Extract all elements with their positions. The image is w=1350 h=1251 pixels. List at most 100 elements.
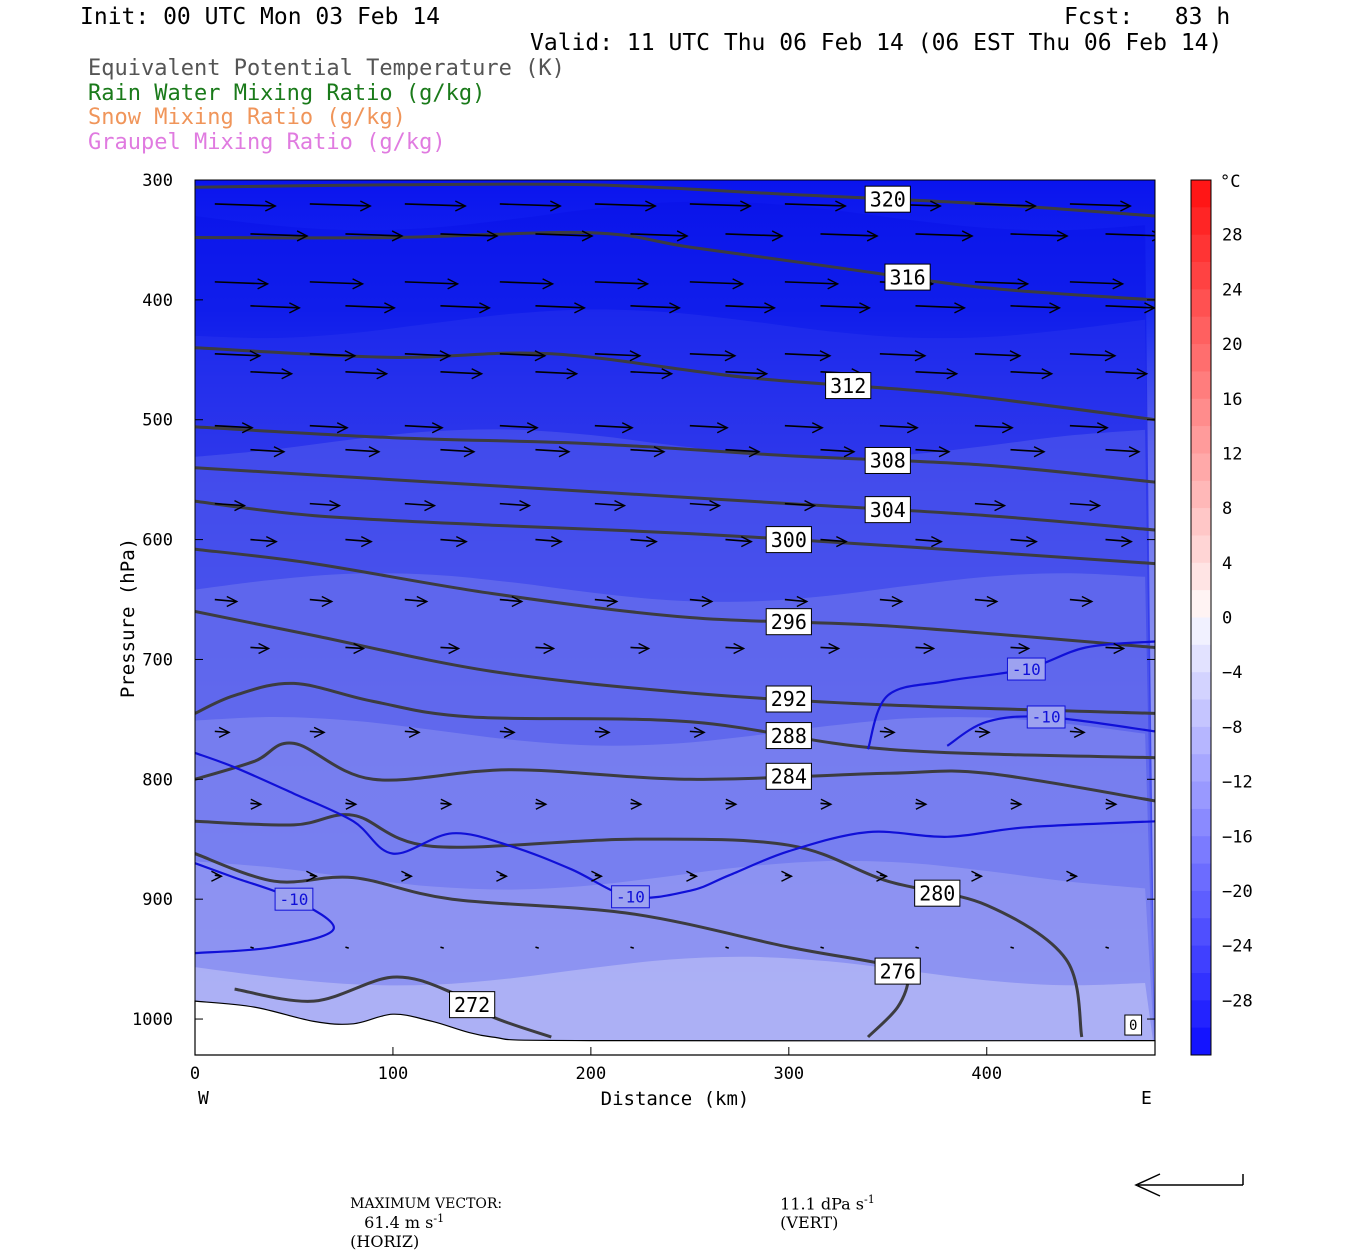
wind-vector-shaft <box>1105 448 1140 453</box>
wind-vector <box>974 422 1014 434</box>
wind-vector <box>915 946 920 949</box>
wind-vector-head <box>606 595 619 608</box>
wind-vector-shaft <box>535 538 562 543</box>
valid-time: Valid: 11 UTC Thu 06 Feb 14 (06 EST Thu … <box>530 30 1223 56</box>
wind-vector-shaft <box>784 424 823 429</box>
wind-vector-head <box>811 422 824 434</box>
wind-vector-shaft <box>499 502 530 507</box>
wind-vector <box>594 278 650 290</box>
temperature-label-2-text: -10 <box>1012 660 1041 679</box>
colorbar-label: −8 <box>1222 718 1242 738</box>
wind-vector-head <box>954 302 967 314</box>
wind-vector <box>630 798 643 810</box>
wind-vector-head <box>250 798 263 810</box>
wind-vector <box>915 368 959 380</box>
wind-vector-head <box>938 446 951 458</box>
wind-vector-shaft <box>820 305 870 309</box>
wind-vector <box>214 422 254 434</box>
wind-vector-head <box>503 726 516 738</box>
wind-vector-shaft <box>345 448 380 453</box>
axes: 300 400 500 600 700 800 900 1000 0 100 200 300 400 <box>132 171 1155 1084</box>
wind-vector-head <box>1121 535 1133 548</box>
wind-vector <box>594 422 634 434</box>
wind-vector <box>496 870 508 882</box>
wind-vector-shaft <box>974 353 1021 357</box>
wind-vector <box>535 302 586 314</box>
wind-vector-shaft <box>820 233 878 237</box>
wind-vector-head <box>359 200 372 212</box>
wind-vector-shaft <box>689 598 712 603</box>
wind-vector-shaft <box>345 946 349 949</box>
colorbar-step <box>1191 1000 1211 1029</box>
wind-vector <box>214 200 277 212</box>
wind-vector-head <box>716 422 729 434</box>
wind-vector <box>689 595 714 608</box>
wind-vector-head <box>558 446 571 458</box>
wind-vector-head <box>930 200 942 212</box>
colorbar-step <box>1191 726 1211 755</box>
colorbar-step <box>1191 371 1211 400</box>
wind-vector-shaft <box>535 233 593 237</box>
wind-vector-head <box>646 535 658 548</box>
wind-vector-head <box>1025 200 1037 212</box>
wind-vector-shaft <box>689 730 705 734</box>
wind-vector-head <box>637 278 650 290</box>
wind-vector-shaft <box>499 281 553 285</box>
vert-label: (VERT) <box>780 1213 839 1233</box>
colorbar-unit: °C <box>1220 172 1240 192</box>
zero-contour-label-text: 0 <box>1129 1018 1137 1034</box>
theta-e-label-292-text: 292 <box>771 687 807 711</box>
wind-vector-shaft <box>404 281 458 285</box>
colorbar-step <box>1191 316 1211 345</box>
wind-vector-shaft <box>309 203 371 207</box>
wind-vector <box>345 302 396 314</box>
wind-vector-head <box>629 350 642 362</box>
wind-vector-head <box>781 870 794 882</box>
wind-vector-shaft <box>1010 233 1068 237</box>
colorbar-step <box>1191 781 1211 810</box>
wind-vector-shaft <box>820 646 839 650</box>
y-tick-label: 900 <box>142 890 173 910</box>
wind-vector-shaft <box>879 730 895 734</box>
temperature-contour-2 <box>866 640 1155 750</box>
theta-e-label-304: 304 <box>864 496 911 524</box>
wind-vector-shaft <box>974 281 1028 285</box>
colorbar-step <box>1191 535 1211 564</box>
wind-vector <box>686 870 699 882</box>
colorbar-label: 0 <box>1222 609 1232 629</box>
colorbar-step <box>1191 453 1211 482</box>
wind-vector-head <box>241 422 254 434</box>
horiz-label: (HORIZ) <box>350 1232 420 1251</box>
wind-vector-head <box>211 870 223 882</box>
wind-vector-shaft <box>594 502 625 507</box>
wind-vector-shaft <box>440 305 490 309</box>
wind-vector <box>594 726 611 738</box>
wind-vector-shaft <box>594 424 633 429</box>
theta-e-label-272-box <box>449 991 496 1019</box>
wind-vector <box>1105 535 1133 548</box>
wind-vector-shaft <box>594 353 640 357</box>
wind-vector-head <box>836 535 848 548</box>
y-tick-label: 500 <box>142 411 173 431</box>
wind-vector <box>630 535 658 548</box>
temperature-contour-1 <box>195 862 335 955</box>
wind-vector-head <box>249 350 262 362</box>
wind-vector <box>974 595 999 608</box>
wind-vector-head <box>360 535 373 548</box>
wind-vector-shaft <box>1069 730 1085 734</box>
colorbar-step <box>1191 508 1211 536</box>
theta-e-label-308: 308 <box>864 446 911 474</box>
wind-vector <box>250 368 294 380</box>
wind-vector-head <box>1104 350 1117 362</box>
theta-e-label-296: 296 <box>765 608 812 636</box>
wind-vector-shaft <box>404 203 466 207</box>
colorbar-step <box>1191 863 1211 892</box>
colorbar-step <box>1191 945 1211 974</box>
init-time: Init: 00 UTC Mon 03 Feb 14 <box>80 4 441 30</box>
wind-vector-head <box>1001 422 1014 434</box>
temperature-label-0: -10 <box>611 885 650 909</box>
wind-vector <box>784 422 824 434</box>
wind-vector <box>440 368 484 380</box>
wind-vector-shaft <box>594 203 656 207</box>
wind-vector <box>725 642 746 655</box>
